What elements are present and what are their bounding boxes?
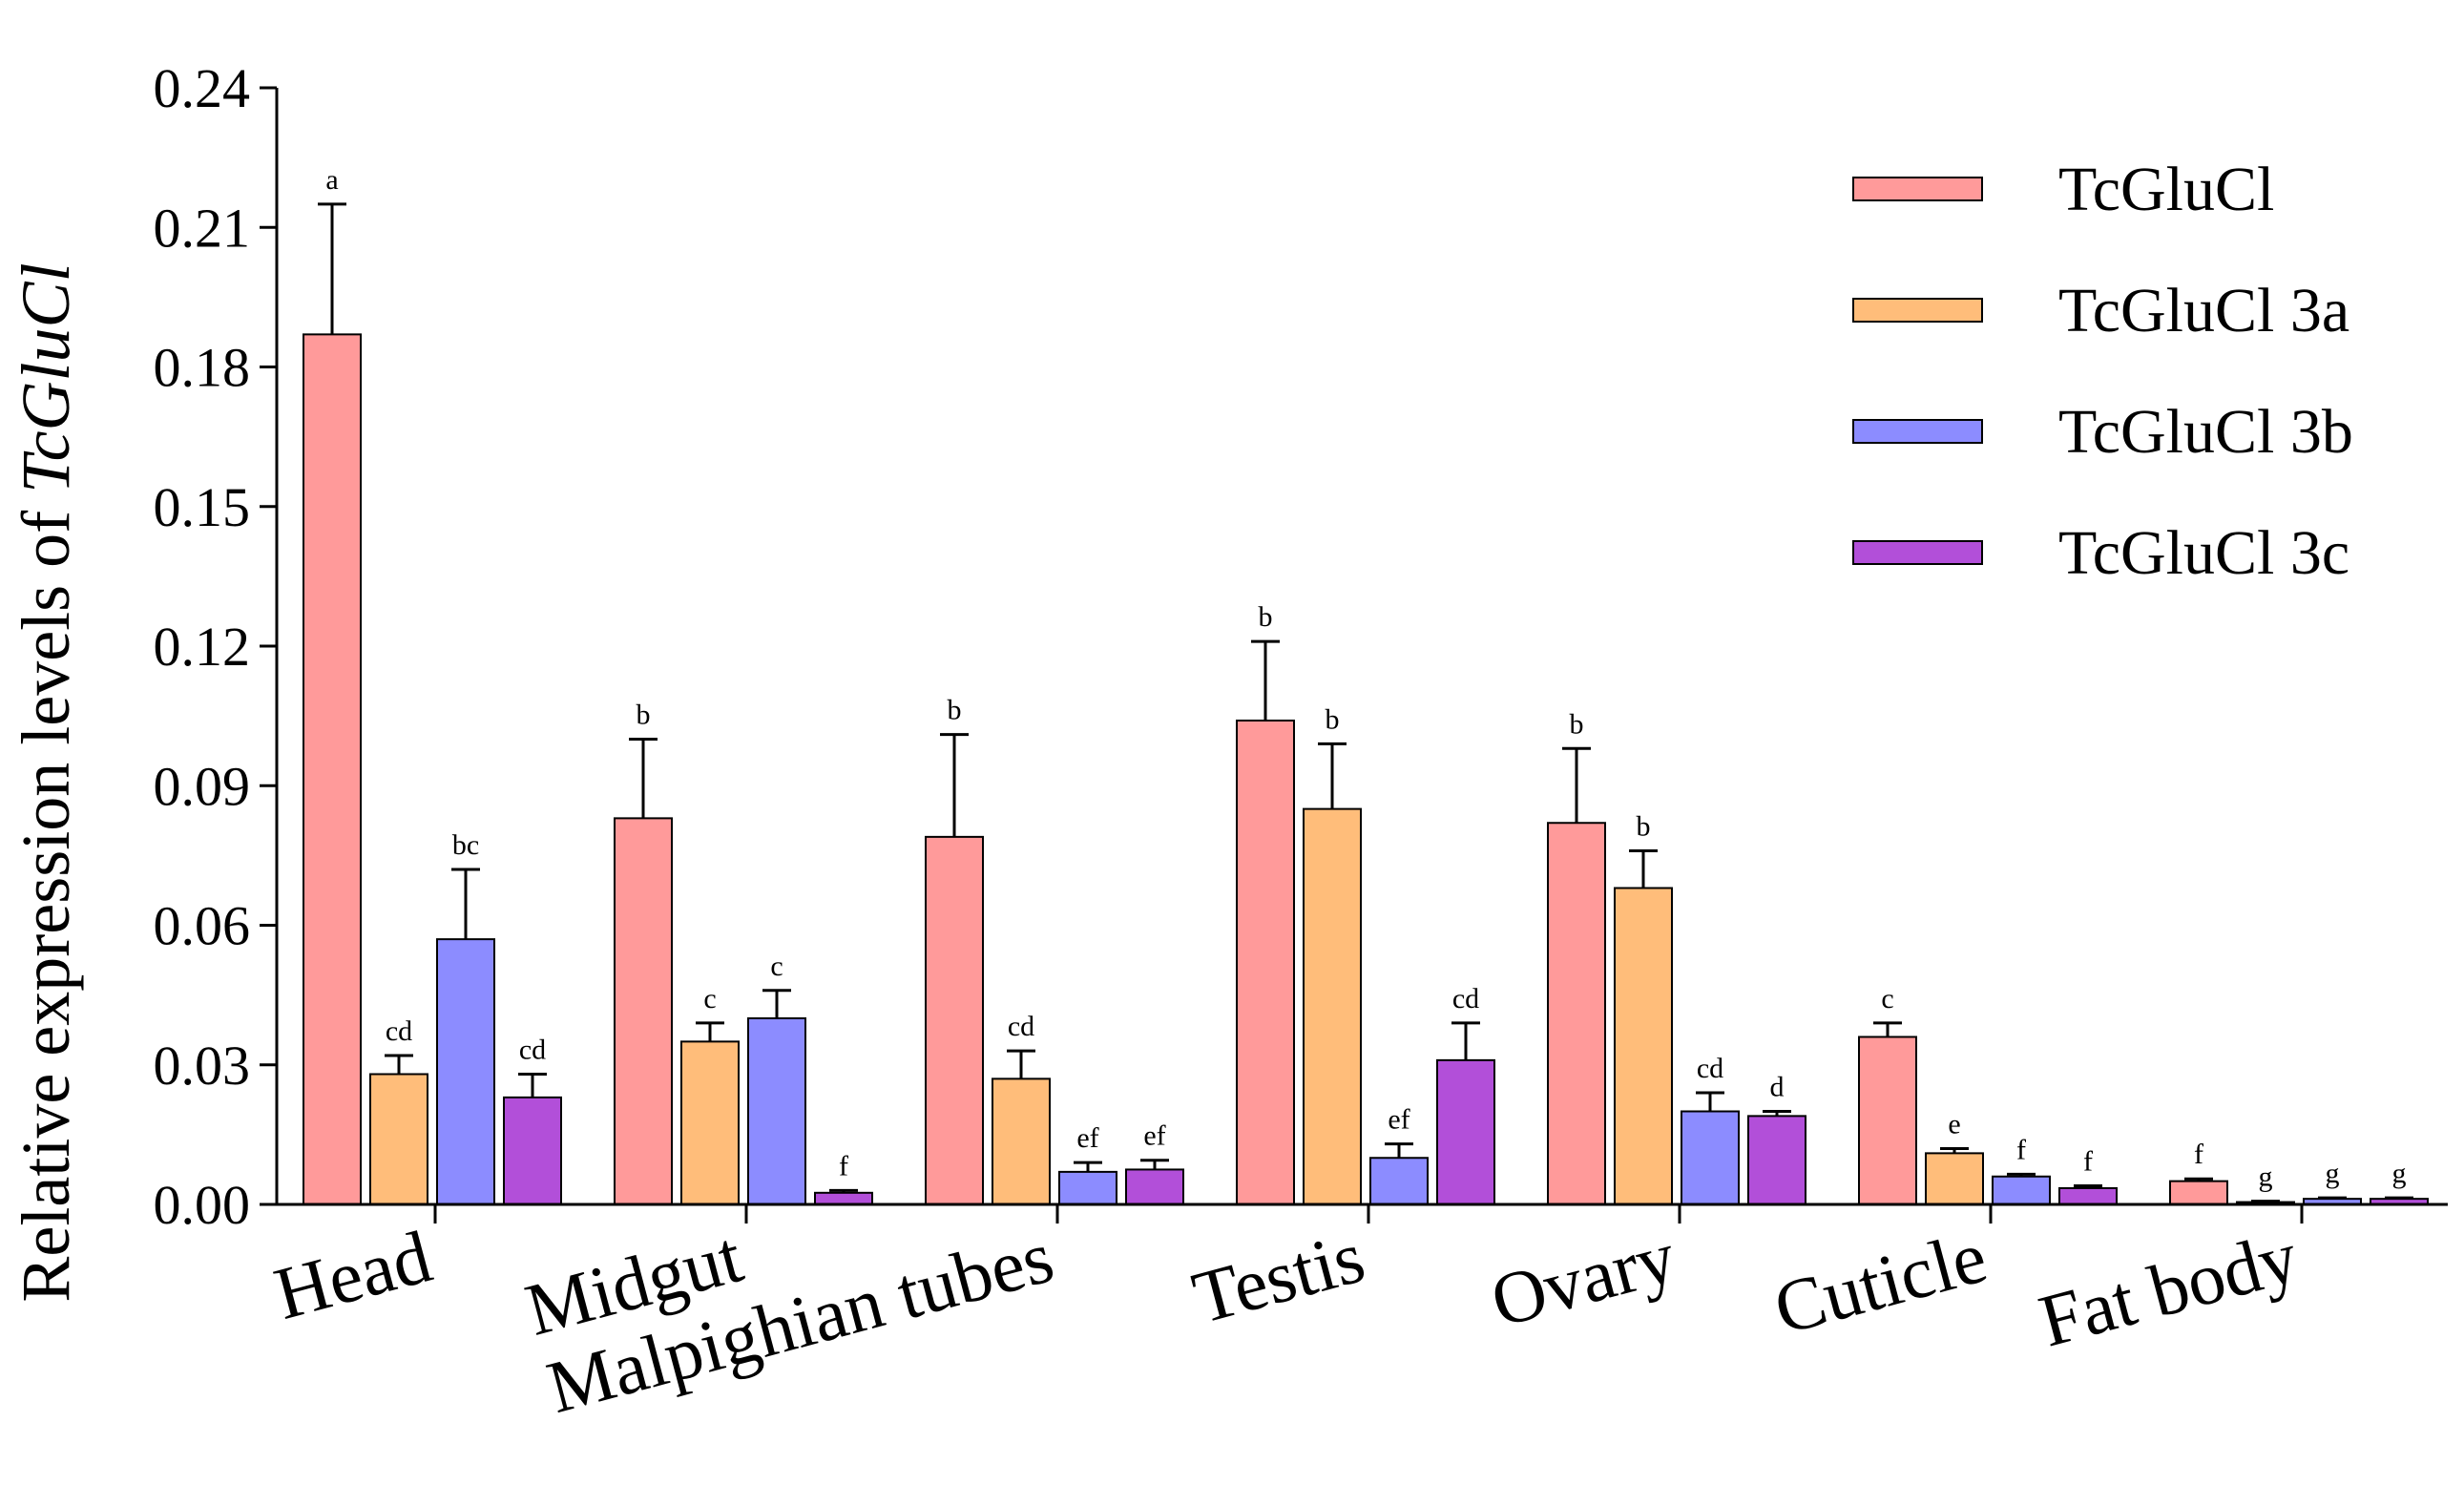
y-tick-label: 0.12 [154,616,251,678]
significance-label: c [703,983,716,1014]
significance-label: f [839,1150,848,1182]
y-tick-label: 0.09 [154,755,251,817]
significance-label: c [770,951,783,982]
legend: TcGluCl TcGluCl 3a TcGluCl 3b TcGluCl 3c [1852,155,2353,588]
significance-label: d [1770,1072,1785,1103]
significance-label: cd [1008,1011,1034,1042]
y-axis-title-prefix: Relative expression levels of [8,493,84,1303]
bar [1925,1152,1984,1205]
significance-label: f [2083,1146,2093,1178]
x-category-label: Fat body [2031,1214,2306,1362]
significance-label: g [2326,1158,2340,1189]
bar [1058,1170,1117,1205]
significance-label: g [2392,1158,2407,1189]
y-tick-label: 0.18 [154,337,251,399]
bar [1992,1175,2051,1205]
significance-label: g [2259,1161,2273,1193]
bar [1369,1157,1429,1205]
x-category-label: Ovary [1483,1214,1684,1342]
y-tick-label: 0.21 [154,197,251,259]
bar [1303,807,1362,1205]
legend-item: TcGluCl 3c [1852,518,2349,588]
y-axis-ticks: 0.00 0.03 0.06 0.09 0.12 0.15 0.18 0.21 0.24 [154,57,277,1236]
bar [614,817,673,1205]
x-category-label: Cuticle [1765,1214,1994,1349]
legend-swatch [1852,540,1983,565]
legend-item: TcGluCl [1852,155,2274,224]
significance-label: ef [1388,1104,1409,1136]
significance-label: cd [386,1015,412,1047]
bar [1436,1058,1495,1205]
y-tick-label: 0.15 [154,476,251,538]
significance-label: bc [452,829,479,861]
bar [1547,822,1606,1205]
legend-label: TcGluCl 3b [2058,397,2353,467]
legend-swatch [1852,177,1983,201]
significance-label: f [2016,1134,2026,1165]
legend-swatch [1852,298,1983,323]
bar [1681,1110,1740,1205]
significance-label: b [1259,601,1273,633]
y-tick-label: 0.03 [154,1035,251,1097]
bar [436,938,495,1205]
bar [1614,887,1673,1205]
y-tick-label: 0.06 [154,895,251,957]
significance-label: b [637,700,651,731]
significance-label: cd [1697,1053,1723,1084]
y-axis-title-gene: TcGluCl [8,262,84,492]
bar [1125,1168,1184,1205]
bar [369,1073,428,1205]
bar [814,1191,873,1205]
bar [2169,1180,2228,1205]
bar [303,333,362,1205]
bar [2058,1186,2118,1205]
legend-item: TcGluCl 3a [1852,276,2349,345]
y-tick-label: 0.00 [154,1174,251,1236]
significance-label: cd [519,1035,546,1066]
y-axis-title: Relative expression levels of TcGluCl [8,262,84,1302]
x-category-label: Testis [1184,1214,1372,1339]
bar [925,835,984,1205]
bar [992,1077,1051,1205]
significance-label: b [948,695,962,726]
significance-label: c [1881,983,1893,1014]
significance-label: ef [1076,1122,1098,1154]
axes [275,88,2448,1206]
legend-label: TcGluCl 3c [2058,518,2349,588]
significance-label: b [1637,811,1651,843]
significance-label: e [1948,1109,1960,1140]
significance-label: f [2194,1139,2203,1170]
significance-label: b [1570,708,1584,740]
legend-label: TcGluCl [2058,155,2274,224]
legend-swatch [1852,419,1983,444]
bar [503,1096,562,1205]
legend-label: TcGluCl 3a [2058,276,2349,345]
legend-item: TcGluCl 3b [1852,397,2353,467]
bar [747,1017,806,1205]
y-tick-label: 0.24 [154,57,251,119]
bar [1858,1035,1917,1205]
significance-label: ef [1143,1120,1165,1152]
significance-label: a [325,164,338,196]
bar [1236,720,1295,1205]
x-category-label: Head [266,1214,439,1335]
bar [1747,1115,1806,1205]
significance-label: cd [1452,983,1479,1014]
bar [680,1040,740,1205]
significance-label: b [1326,703,1340,735]
